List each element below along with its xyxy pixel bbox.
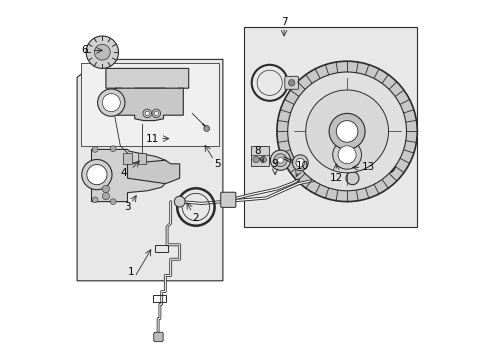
Circle shape [260,156,266,163]
Bar [123,153,132,164]
FancyBboxPatch shape [220,192,235,207]
Text: 8: 8 [253,146,260,156]
Text: 12: 12 [329,173,342,183]
Circle shape [203,126,209,131]
Circle shape [252,156,259,163]
FancyBboxPatch shape [153,332,163,342]
Text: 13: 13 [361,162,375,172]
Circle shape [110,199,116,204]
Circle shape [142,109,151,118]
Circle shape [86,36,118,68]
Circle shape [277,157,283,163]
Circle shape [145,111,149,116]
Text: 2: 2 [192,213,199,223]
Circle shape [276,61,416,202]
Text: 4: 4 [121,168,127,178]
Circle shape [102,193,109,200]
Polygon shape [77,59,223,281]
Circle shape [346,172,358,185]
Circle shape [92,197,98,203]
Circle shape [336,121,357,142]
Circle shape [337,146,355,164]
Circle shape [152,109,160,118]
Text: 10: 10 [295,161,308,171]
Circle shape [273,154,286,167]
Polygon shape [81,63,219,146]
Circle shape [92,147,98,152]
FancyBboxPatch shape [250,146,268,166]
Circle shape [287,72,406,191]
Circle shape [295,158,304,167]
Circle shape [328,113,365,149]
Circle shape [292,155,307,171]
Polygon shape [106,68,188,101]
Text: 9: 9 [271,159,278,169]
Circle shape [102,94,120,112]
Text: 3: 3 [124,202,131,212]
FancyBboxPatch shape [284,76,298,89]
Circle shape [270,150,290,170]
Circle shape [332,140,361,169]
Text: 7: 7 [280,17,287,27]
Text: 6: 6 [81,45,87,55]
Circle shape [305,90,387,173]
Text: 1: 1 [127,267,134,277]
Bar [153,295,166,302]
Circle shape [98,89,125,116]
Text: 11: 11 [146,134,159,144]
Circle shape [174,196,185,207]
Text: 5: 5 [214,159,221,169]
Circle shape [110,146,116,152]
Circle shape [94,44,110,60]
Circle shape [154,111,158,116]
Circle shape [288,80,294,86]
Bar [244,27,416,227]
Bar [137,153,146,164]
Polygon shape [115,88,183,121]
Bar [155,245,168,252]
Polygon shape [91,149,168,202]
Polygon shape [127,160,179,184]
Circle shape [87,165,107,185]
Circle shape [81,159,112,190]
Circle shape [102,185,109,193]
